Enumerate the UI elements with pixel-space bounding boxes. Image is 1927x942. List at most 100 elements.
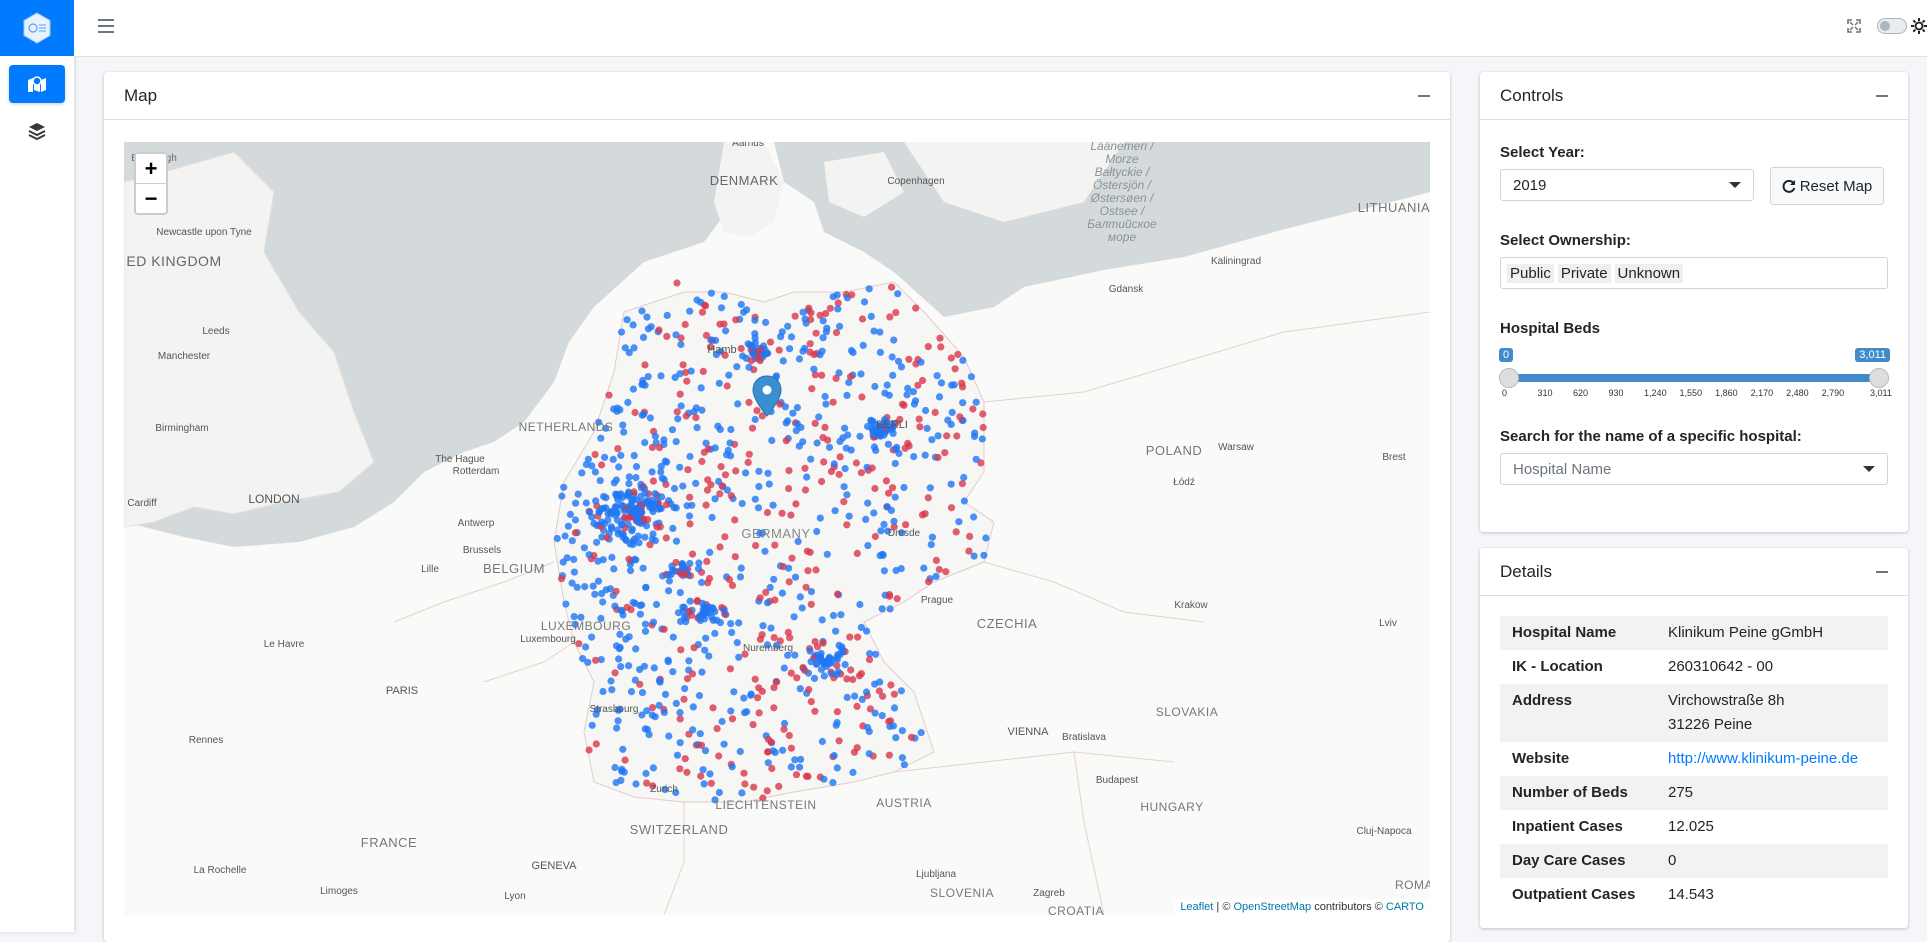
hospital-point[interactable] xyxy=(631,408,639,417)
hospital-point[interactable] xyxy=(801,486,810,494)
hospital-point[interactable] xyxy=(980,551,988,559)
hospital-point[interactable] xyxy=(878,605,886,613)
hospital-point[interactable] xyxy=(919,376,927,385)
hospital-point[interactable] xyxy=(643,779,651,787)
hospital-point[interactable] xyxy=(841,424,849,432)
hospital-point[interactable] xyxy=(727,620,735,628)
hospital-point[interactable] xyxy=(657,462,665,470)
hospital-point[interactable] xyxy=(591,450,599,459)
hospital-point[interactable] xyxy=(677,402,685,410)
hospital-point[interactable] xyxy=(819,639,827,647)
hospital-point[interactable] xyxy=(811,707,819,715)
hospital-point[interactable] xyxy=(972,455,980,463)
hospital-point[interactable] xyxy=(670,503,678,512)
hospital-point[interactable] xyxy=(700,611,708,619)
hospital-point[interactable] xyxy=(613,407,621,415)
hospital-point[interactable] xyxy=(655,326,663,334)
hospital-point[interactable] xyxy=(755,709,763,717)
hospital-point[interactable] xyxy=(596,477,604,485)
ownership-tag-public[interactable]: Public xyxy=(1507,263,1554,283)
hospital-point[interactable] xyxy=(764,748,772,756)
hospital-point[interactable] xyxy=(917,358,925,366)
hospital-point[interactable] xyxy=(601,520,609,528)
hospital-point[interactable] xyxy=(807,309,815,317)
hospital-point[interactable] xyxy=(663,458,671,466)
hospital-point[interactable] xyxy=(669,633,677,641)
hospital-point[interactable] xyxy=(818,371,826,379)
hospital-point[interactable] xyxy=(623,492,631,500)
hospital-point[interactable] xyxy=(767,624,775,632)
hospital-point[interactable] xyxy=(770,704,778,712)
hospital-point[interactable] xyxy=(642,769,650,778)
hospital-point[interactable] xyxy=(865,750,873,758)
hospital-point[interactable] xyxy=(707,481,715,489)
hospital-point[interactable] xyxy=(837,611,845,619)
hospital-point[interactable] xyxy=(770,575,778,583)
hospital-point[interactable] xyxy=(642,584,650,592)
hospital-point[interactable] xyxy=(794,537,802,546)
hospital-point[interactable] xyxy=(849,768,857,777)
hospital-point[interactable] xyxy=(607,677,615,685)
hospital-point[interactable] xyxy=(736,573,745,581)
hospital-point[interactable] xyxy=(615,655,623,663)
hospital-point[interactable] xyxy=(638,711,646,719)
hospital-point[interactable] xyxy=(758,412,766,420)
hospital-point[interactable] xyxy=(686,307,694,315)
hospital-point[interactable] xyxy=(947,480,955,488)
hospital-point[interactable] xyxy=(676,370,684,378)
hospital-point[interactable] xyxy=(630,452,638,460)
hospital-point[interactable] xyxy=(625,662,633,670)
hospital-point[interactable] xyxy=(589,582,597,590)
hospital-point[interactable] xyxy=(746,341,754,349)
hospital-point[interactable] xyxy=(822,328,831,336)
hospital-point[interactable] xyxy=(708,513,716,522)
hospital-point[interactable] xyxy=(876,348,885,356)
hospital-point[interactable] xyxy=(641,627,650,635)
hospital-point[interactable] xyxy=(816,311,824,319)
hospital-point[interactable] xyxy=(865,285,873,293)
hospital-point[interactable] xyxy=(858,393,866,401)
hospital-point[interactable] xyxy=(681,570,689,578)
hospital-point[interactable] xyxy=(747,691,755,699)
hospital-point[interactable] xyxy=(812,651,821,659)
hospital-point[interactable] xyxy=(923,424,931,432)
hospital-point[interactable] xyxy=(631,676,639,684)
hospital-point[interactable] xyxy=(763,508,772,517)
hospital-point[interactable] xyxy=(782,437,790,445)
hospital-point[interactable] xyxy=(676,463,684,471)
hospital-point[interactable] xyxy=(711,796,719,804)
hospital-point[interactable] xyxy=(612,587,620,595)
hospital-point[interactable] xyxy=(780,719,789,728)
hospital-point[interactable] xyxy=(641,533,649,541)
hospital-point[interactable] xyxy=(775,782,783,791)
hospital-point[interactable] xyxy=(823,550,831,558)
hospital-point[interactable] xyxy=(588,462,596,470)
hospital-point[interactable] xyxy=(626,567,635,575)
hospital-point[interactable] xyxy=(926,484,934,492)
hospital-point[interactable] xyxy=(716,490,724,498)
hospital-point[interactable] xyxy=(826,304,834,312)
hospital-point[interactable] xyxy=(888,484,897,492)
hospital-point[interactable] xyxy=(686,559,694,568)
hospital-point[interactable] xyxy=(680,613,689,621)
hospital-point[interactable] xyxy=(697,384,705,392)
hospital-point[interactable] xyxy=(625,555,633,563)
hospital-point[interactable] xyxy=(888,425,896,433)
hospital-point[interactable] xyxy=(841,661,849,669)
hospital-point[interactable] xyxy=(561,532,569,540)
hospital-point[interactable] xyxy=(766,338,775,346)
hospital-point[interactable] xyxy=(648,500,656,508)
hospital-point[interactable] xyxy=(614,717,622,725)
hospital-point[interactable] xyxy=(804,567,812,575)
hospital-point[interactable] xyxy=(761,547,769,555)
hospital-point[interactable] xyxy=(707,289,716,297)
hospital-point[interactable] xyxy=(892,734,900,742)
hospital-point[interactable] xyxy=(577,613,585,621)
hospital-point[interactable] xyxy=(820,775,828,783)
hospital-point[interactable] xyxy=(776,400,784,408)
collapse-icon[interactable] xyxy=(1418,94,1430,97)
hospital-point[interactable] xyxy=(871,680,879,688)
hospital-point[interactable] xyxy=(738,499,746,508)
hospital-point[interactable] xyxy=(727,492,735,500)
hospital-point[interactable] xyxy=(681,320,689,329)
